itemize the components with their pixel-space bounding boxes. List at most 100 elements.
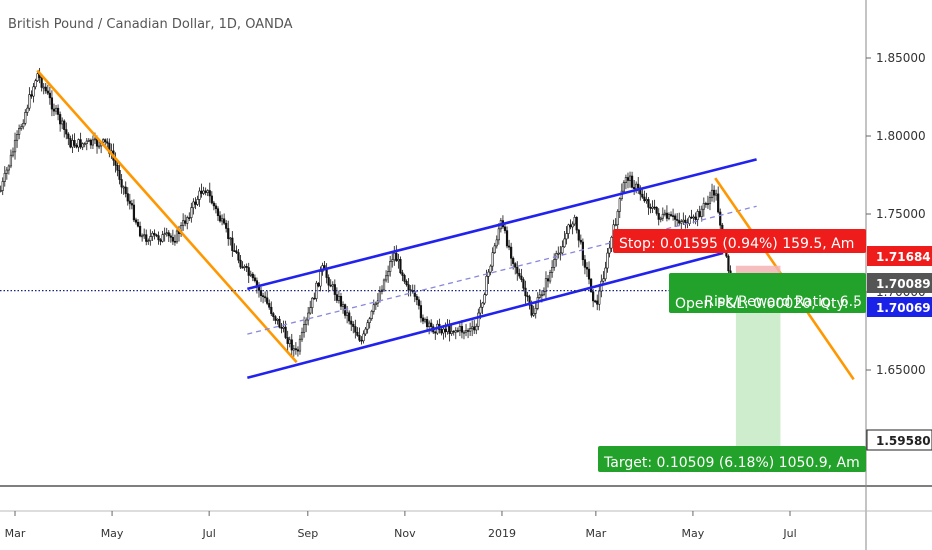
candle-body bbox=[534, 307, 537, 314]
candle-body bbox=[329, 284, 332, 287]
candle-body bbox=[313, 297, 316, 300]
candle-body bbox=[44, 86, 47, 92]
candle-body bbox=[647, 199, 650, 208]
candle-body bbox=[700, 208, 703, 217]
candle-body bbox=[253, 277, 256, 281]
candle-body bbox=[419, 305, 423, 319]
candle-body bbox=[630, 175, 634, 188]
candle-body bbox=[128, 200, 131, 204]
candle-body bbox=[466, 330, 470, 332]
candle-body bbox=[118, 170, 121, 180]
candle-body bbox=[225, 222, 228, 229]
x-tick-label: Nov bbox=[394, 527, 416, 540]
candle-body bbox=[235, 250, 238, 253]
candle-body bbox=[376, 300, 379, 304]
candle-body bbox=[200, 190, 203, 194]
candle-body bbox=[223, 218, 226, 224]
candle-body bbox=[259, 290, 263, 296]
candle-body bbox=[569, 224, 572, 228]
price-tag-bg bbox=[867, 246, 932, 266]
candle-body bbox=[24, 112, 27, 124]
candle-body bbox=[712, 189, 716, 196]
candle-body bbox=[442, 328, 445, 334]
pnl-label-bg bbox=[669, 273, 866, 313]
candle-body bbox=[614, 224, 617, 227]
price-axis[interactable]: 1.850001.800001.750001.700001.650001.716… bbox=[866, 51, 932, 451]
x-tick-label: May bbox=[682, 527, 705, 540]
candle-body bbox=[136, 221, 140, 227]
candle-body bbox=[522, 279, 525, 289]
candle-body bbox=[475, 326, 478, 331]
candle-body bbox=[489, 265, 492, 273]
candle-body bbox=[296, 349, 300, 352]
candle-body bbox=[708, 197, 712, 204]
candle-body bbox=[130, 203, 133, 206]
candle-body bbox=[190, 207, 193, 218]
candle-body bbox=[81, 143, 84, 148]
target-label-bg bbox=[598, 446, 866, 472]
candle-body bbox=[138, 225, 142, 237]
candle-body bbox=[628, 175, 632, 181]
candle-body bbox=[464, 330, 468, 333]
candle-body bbox=[116, 164, 119, 171]
candle-body bbox=[237, 252, 240, 261]
candle-body bbox=[286, 337, 289, 344]
candle-body bbox=[538, 294, 541, 298]
candle-body bbox=[52, 108, 56, 112]
candle-body bbox=[294, 348, 297, 351]
candle-body bbox=[532, 313, 535, 316]
x-tick-label: Sep bbox=[297, 527, 318, 540]
candle-body bbox=[715, 193, 718, 196]
candle-body bbox=[171, 237, 174, 242]
candle-body bbox=[272, 313, 275, 317]
candle-body bbox=[391, 259, 394, 262]
candle-body bbox=[458, 326, 461, 331]
candle-body bbox=[327, 277, 330, 286]
candle-body bbox=[212, 202, 215, 207]
candle-body bbox=[428, 322, 431, 327]
candle-body bbox=[657, 213, 660, 220]
candle-body bbox=[370, 310, 373, 319]
candle-body bbox=[182, 220, 185, 226]
price-tag-text: 1.70089 bbox=[876, 277, 931, 291]
candle-body bbox=[403, 275, 406, 282]
candle-body bbox=[530, 304, 533, 316]
price-tag-text: 1.71684 bbox=[876, 250, 931, 264]
candle-body bbox=[192, 201, 195, 209]
candle-body bbox=[155, 234, 158, 237]
candle-body bbox=[598, 290, 601, 305]
candle-body bbox=[214, 205, 218, 210]
candle-body bbox=[216, 208, 220, 217]
candle-body bbox=[298, 338, 302, 352]
candle-body bbox=[331, 284, 334, 287]
time-axis[interactable]: Mar May Jul Sep Nov 2019 Mar May Jul bbox=[5, 511, 797, 540]
candle-body bbox=[503, 226, 507, 231]
candle-body bbox=[93, 138, 97, 141]
candle-body bbox=[5, 169, 8, 174]
candle-body bbox=[7, 165, 10, 171]
candle-body bbox=[42, 86, 45, 89]
candle-body bbox=[161, 234, 164, 242]
candle-body bbox=[337, 296, 341, 301]
candle-body bbox=[249, 273, 252, 276]
candle-body bbox=[30, 94, 33, 97]
candles bbox=[0, 67, 732, 358]
candle-body bbox=[20, 126, 23, 129]
candle-body bbox=[669, 214, 673, 216]
candle-body bbox=[397, 259, 400, 262]
candle-body bbox=[514, 263, 517, 268]
short-position-tool[interactable]: Stop: 0.01595 (0.94%) 159.5, Am Open P&L:… bbox=[598, 229, 866, 472]
candle-body bbox=[309, 307, 312, 314]
candle-body bbox=[696, 211, 699, 220]
candle-body bbox=[573, 217, 576, 225]
candle-body bbox=[302, 324, 306, 333]
candle-body bbox=[83, 143, 86, 145]
candle-body bbox=[667, 214, 671, 219]
candle-body bbox=[3, 172, 6, 182]
candle-body bbox=[653, 206, 656, 209]
candle-body bbox=[434, 331, 437, 334]
candle-body bbox=[407, 284, 410, 291]
candle-body bbox=[346, 312, 349, 316]
candle-body bbox=[448, 324, 451, 334]
